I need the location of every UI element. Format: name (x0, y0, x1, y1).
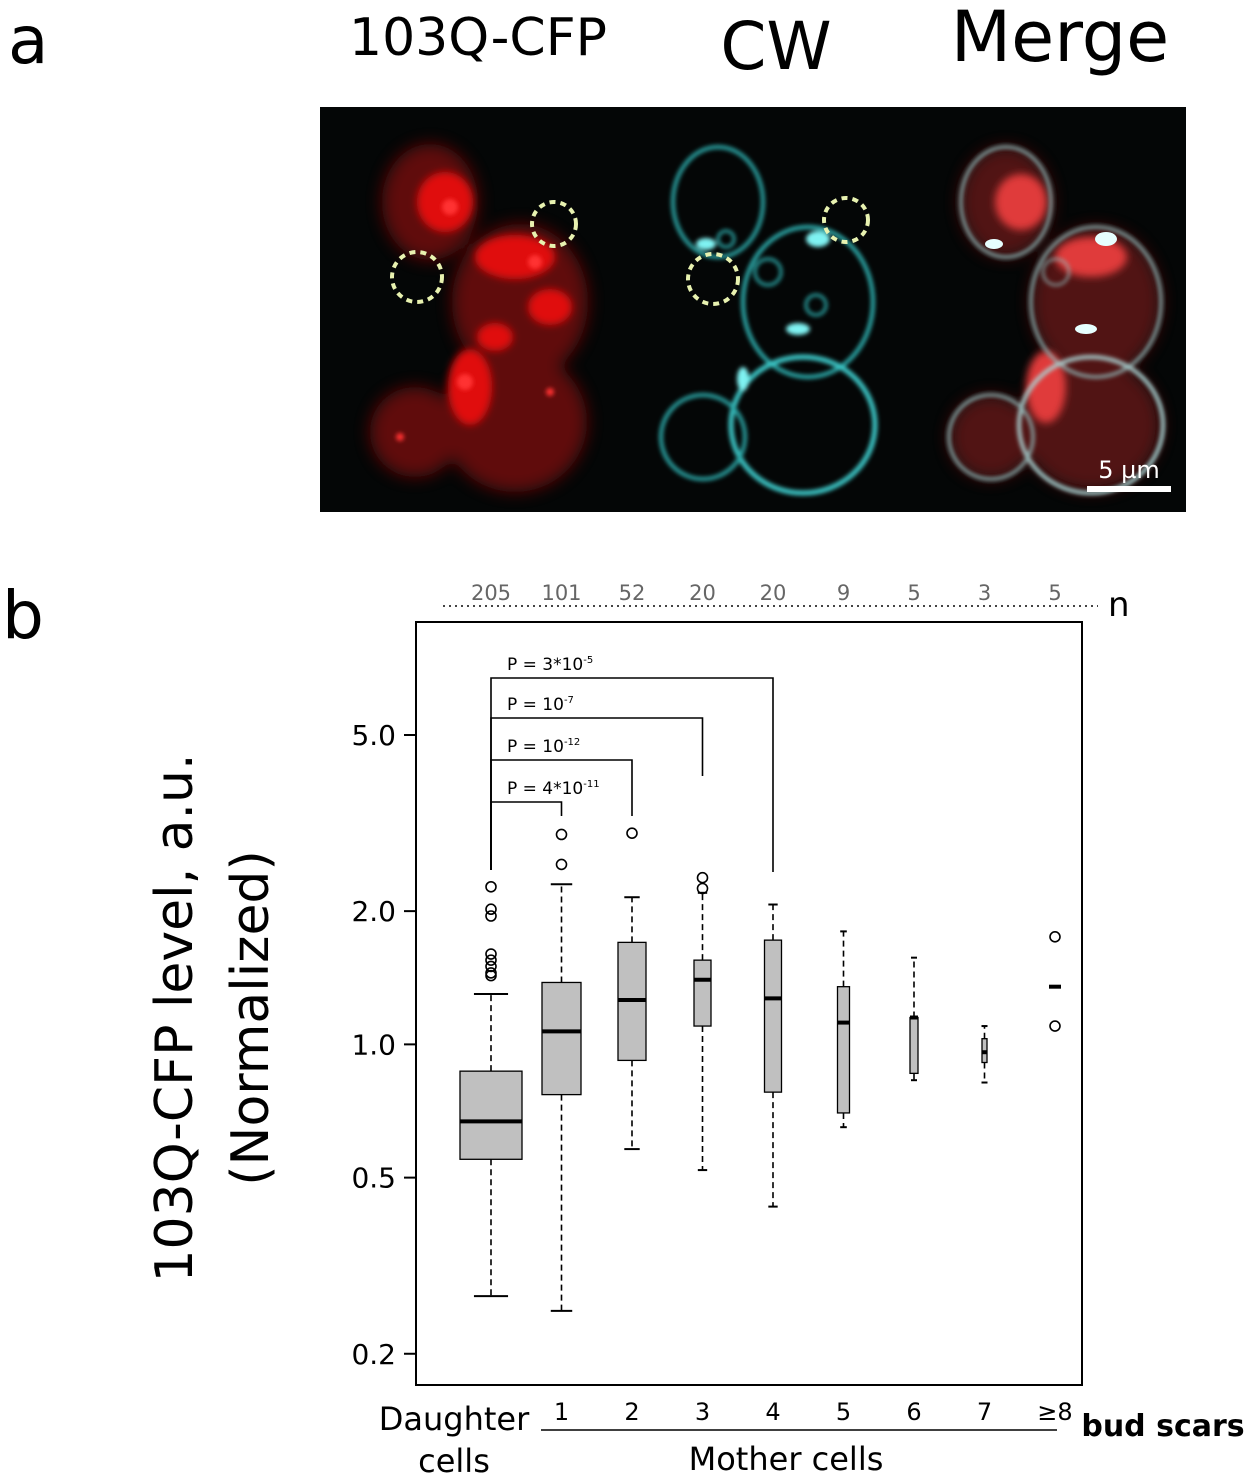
box (909, 1016, 919, 1075)
count-label: 52 (619, 581, 646, 605)
count-label: 3 (978, 581, 991, 605)
channel-label-cw: CW (720, 8, 832, 85)
outlier-point (485, 960, 497, 973)
count-label: 9 (837, 581, 850, 605)
count-label: 5 (1048, 581, 1061, 605)
box-group (909, 956, 919, 1082)
x-tick-label: 6 (906, 1398, 921, 1426)
cw-channel-image (659, 145, 878, 496)
roi-circle (822, 196, 870, 244)
microscopy-image: 5 µm (370, 144, 1171, 496)
channel-label-cfp: 103Q-CFP (349, 8, 607, 68)
panel-a-letter: a (8, 2, 49, 79)
p-value-label: P = 10-7 (507, 695, 574, 715)
mother-cells-label: Mother cells (689, 1440, 884, 1478)
outlier-point (485, 903, 497, 916)
outlier-point (626, 827, 638, 839)
y-tick-label: 0.2 (351, 1338, 396, 1371)
p-value-label: P = 10-12 (507, 737, 580, 757)
roi-circle (390, 250, 444, 304)
channel-label-merge: Merge (950, 0, 1170, 78)
box-plot: 205 101 52 20 20 9 5 3 5 n 0.20.51.02.05.0 P = 3… (145, 581, 1245, 1478)
box-group (693, 871, 712, 1172)
count-label: 5 (907, 581, 920, 605)
significance-bracket (490, 801, 563, 870)
outlier-point (485, 967, 497, 979)
outlier-point (1049, 930, 1061, 943)
outlier-point (1049, 1020, 1061, 1032)
x-tick-label: 7 (977, 1398, 992, 1426)
box-group (763, 903, 783, 1208)
y-tick-label: 2.0 (351, 895, 396, 928)
x-tick-label: 4 (765, 1398, 780, 1426)
outlier-point (485, 910, 497, 922)
outlier-point (485, 880, 497, 893)
y-tick-label: 1.0 (351, 1028, 396, 1061)
y-tick-label: 5.0 (351, 719, 396, 752)
daughter-cells-label-line1: Daughter (379, 1400, 530, 1438)
box-group (981, 1025, 988, 1084)
microscopy-panel: 5 µm (320, 107, 1186, 512)
y-tick-label: 0.5 (351, 1162, 396, 1195)
box-group (1049, 930, 1061, 1032)
box (763, 939, 783, 1093)
box (836, 986, 851, 1114)
x-tick-label: 1 (554, 1398, 569, 1426)
roi-circle (686, 252, 740, 306)
outlier-point (555, 828, 568, 841)
p-value-label: P = 4*10-11 (507, 779, 600, 799)
box-group (836, 930, 851, 1129)
box-group (541, 828, 582, 1312)
count-label: 20 (760, 581, 787, 605)
box-group (617, 827, 647, 1151)
box-group (459, 880, 523, 1298)
y-axis-label-line1: 103Q-CFP level, a.u. (145, 753, 205, 1282)
daughter-cells-label-line2: cells (418, 1442, 490, 1478)
x-tick-label: 3 (695, 1398, 710, 1426)
x-tick-label: 2 (624, 1398, 639, 1426)
plot-frame (415, 621, 1083, 1386)
merge-channel-image (947, 145, 1165, 495)
n-label: n (1108, 585, 1130, 625)
p-value-label: P = 3*10-5 (507, 655, 593, 675)
roi-circle (530, 200, 578, 248)
box (459, 1070, 523, 1160)
box (541, 981, 582, 1096)
outlier-point (696, 871, 709, 884)
count-label: 205 (471, 581, 511, 605)
panel-b-letter: b (2, 577, 44, 654)
count-label: 101 (541, 581, 581, 605)
scale-bar (1087, 486, 1171, 492)
x-tick-label: ≥8 (1037, 1398, 1072, 1426)
bud-scars-label: bud scars (1081, 1409, 1244, 1444)
outlier-point (485, 954, 497, 966)
x-tick-label: 5 (836, 1398, 851, 1426)
outlier-point (485, 948, 497, 960)
cfp-channel-image (370, 144, 588, 492)
scale-bar-label: 5 µm (1098, 456, 1160, 484)
count-label: 20 (689, 581, 716, 605)
box (693, 959, 712, 1027)
y-axis-label-line2: (Normalized) (221, 850, 281, 1185)
outlier-point (555, 858, 568, 871)
